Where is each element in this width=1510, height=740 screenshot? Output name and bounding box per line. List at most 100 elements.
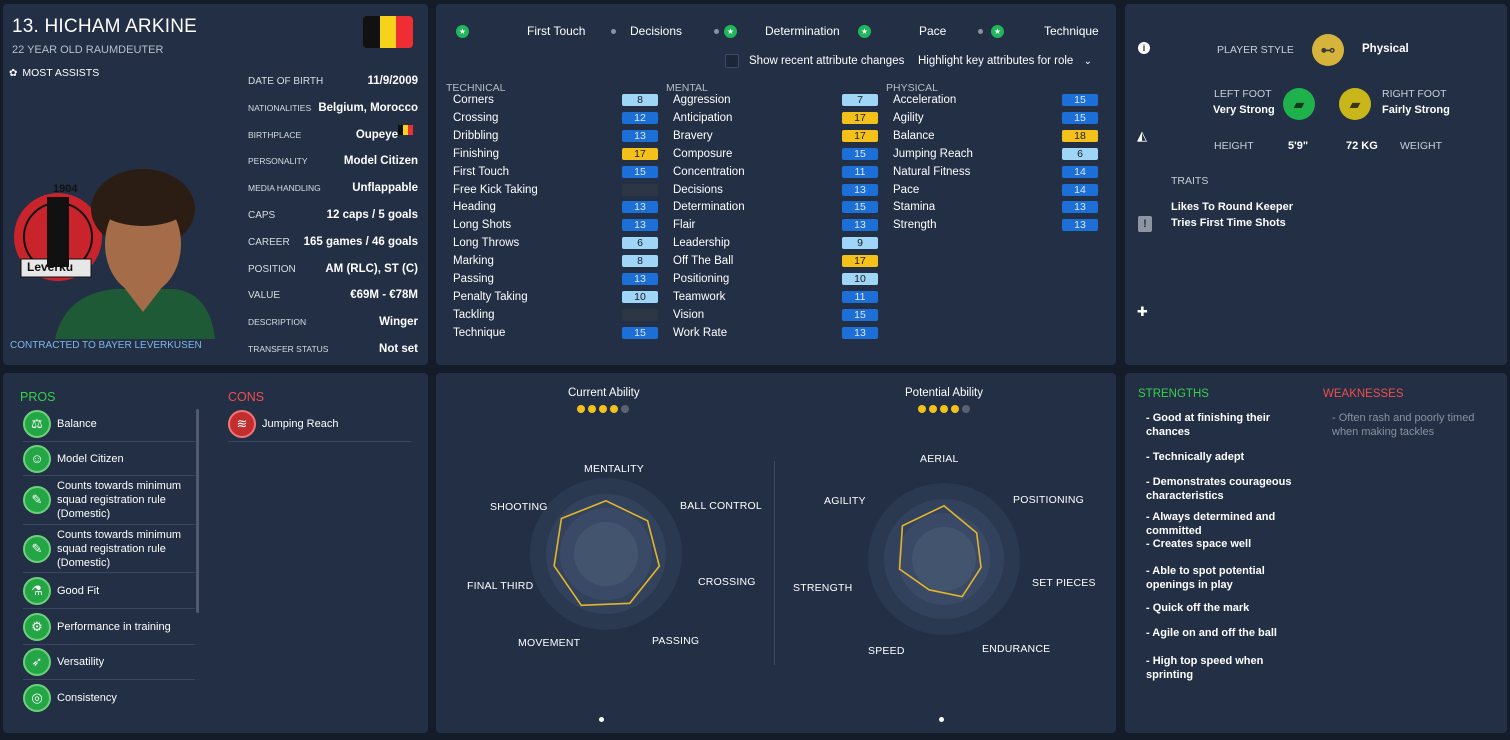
info-value: 11/9/2009 — [367, 75, 418, 87]
attribute-row[interactable]: Decisions 13 — [673, 181, 878, 199]
key-tab-first-touch[interactable]: ★ First Touch — [456, 24, 617, 38]
attribute-row[interactable]: Composure 15 — [673, 145, 878, 163]
attribute-row[interactable]: Pace 14 — [893, 181, 1098, 199]
potential-ability-label: Potential Ability — [905, 387, 983, 399]
info-value: Model Citizen — [343, 155, 418, 167]
attribute-value: 17 — [842, 111, 878, 124]
strength-item: - Demonstrates courageous characteristic… — [1146, 476, 1292, 502]
attribute-row[interactable]: Penalty Taking 10 — [453, 288, 658, 306]
attribute-row[interactable]: Finishing 17 — [453, 145, 658, 163]
info-key: CAPS — [248, 209, 276, 221]
assist-icon: ✿ — [9, 67, 18, 79]
pros-item-label: Counts towards minimum squad registratio… — [57, 528, 182, 569]
attribute-row[interactable]: Marking 8 — [453, 252, 658, 270]
highlight-role-dropdown[interactable]: Highlight key attributes for role ⌄ — [910, 51, 1100, 71]
jumping-reach-icon: ≋ — [228, 409, 256, 438]
registration-icon: ✎ — [23, 486, 51, 514]
attribute-name: Pace — [893, 183, 920, 196]
attribute-row[interactable]: Tackling 5 — [453, 306, 658, 324]
most-assists-label: MOST ASSISTS — [22, 67, 100, 79]
attribute-name: Heading — [453, 201, 496, 214]
attribute-row[interactable]: Long Shots 13 — [453, 216, 658, 234]
attribute-name: Passing — [453, 273, 494, 285]
foot-icon[interactable]: ◭ — [1137, 128, 1147, 143]
attribute-value: 10 — [842, 273, 878, 285]
attribute-row[interactable]: Jumping Reach 6 — [893, 145, 1098, 163]
attribute-value: 13 — [622, 129, 658, 142]
attribute-row[interactable]: Stamina 13 — [893, 198, 1098, 216]
radar-shape — [898, 504, 982, 598]
attribute-name: Decisions — [673, 183, 723, 196]
attribute-row[interactable]: Anticipation 17 — [673, 109, 878, 127]
strength-item: - Quick off the mark — [1146, 602, 1250, 614]
attribute-row[interactable]: Agility 15 — [893, 109, 1098, 127]
attribute-name: Crossing — [453, 111, 499, 124]
attribute-row[interactable]: Off The Ball 17 — [673, 252, 878, 270]
radar-divider — [774, 461, 775, 665]
radar-panel: Current Ability Potential Ability MENTAL… — [436, 373, 1116, 733]
dot-icon — [714, 28, 720, 34]
attribute-row[interactable]: Leadership 9 — [673, 234, 878, 252]
info-value: Unflappable — [352, 182, 418, 194]
attribute-row[interactable]: Vision 15 — [673, 306, 878, 324]
attribute-name: Strength — [893, 219, 937, 232]
pros-scrollbar[interactable] — [196, 409, 199, 613]
attribute-value: 10 — [622, 290, 658, 303]
attribute-name: Flair — [673, 219, 696, 232]
medical-icon[interactable]: ✚ — [1137, 304, 1148, 319]
trait-warning-icon[interactable]: ! — [1138, 216, 1152, 232]
weaknesses-label: WEAKNESSES — [1323, 388, 1404, 400]
attribute-value: 15 — [622, 326, 658, 339]
attribute-value: 9 — [842, 237, 878, 250]
info-value: Not set — [379, 343, 418, 355]
carousel-dot[interactable] — [939, 717, 944, 722]
key-tab-decisions[interactable]: Decisions — [630, 24, 720, 38]
attribute-name: Vision — [673, 308, 705, 321]
attribute-value: 13 — [622, 219, 658, 232]
attribute-row[interactable]: First Touch 15 — [453, 163, 658, 181]
strength-item: - Creates space well — [1146, 538, 1252, 550]
attribute-row[interactable]: Determination 15 — [673, 198, 878, 216]
head-icon: ☺ — [23, 444, 51, 473]
attribute-row[interactable]: Teamwork 11 — [673, 288, 878, 306]
attribute-row[interactable]: Work Rate 13 — [673, 324, 878, 342]
attribute-row[interactable]: Natural Fitness 14 — [893, 163, 1098, 181]
attribute-row[interactable]: Aggression 7 — [673, 91, 878, 109]
key-tab-technique[interactable]: ★ Technique — [991, 24, 1116, 38]
attribute-row[interactable]: Concentration 11 — [673, 163, 878, 181]
attribute-row[interactable]: Technique 15 — [453, 324, 658, 342]
radar-axis-label: POSITIONING — [1013, 494, 1085, 506]
attribute-row[interactable]: Bravery 17 — [673, 127, 878, 145]
attribute-value: 6 — [1062, 147, 1098, 160]
attribute-value: 5 — [622, 308, 658, 321]
player-style-panel: i ◭ ! ✚ PLAYER STYLE ⊷ Physical LEFT FOO… — [1125, 4, 1507, 365]
attribute-row[interactable]: Acceleration 15 — [893, 91, 1098, 109]
attribute-row[interactable]: Passing 13 — [453, 270, 658, 288]
attribute-row[interactable]: Corners 8 — [453, 91, 658, 109]
attribute-row[interactable]: Flair 13 — [673, 216, 878, 234]
club-badge: 1904 Leverku — [11, 179, 106, 299]
info-icon[interactable]: i — [1138, 42, 1150, 54]
ability-star — [929, 405, 937, 413]
attribute-row[interactable]: Strength 13 — [893, 216, 1098, 234]
attribute-value: 15 — [622, 165, 658, 178]
pros-item: ◎ Consistency — [23, 680, 195, 716]
attribute-row[interactable]: Free Kick Taking 4 — [453, 181, 658, 199]
attribute-row[interactable]: Crossing 12 — [453, 109, 658, 127]
recent-changes-toggle[interactable]: Show recent attribute changes — [725, 54, 904, 68]
attribute-name: Balance — [893, 129, 935, 142]
potential-ability-stars — [918, 405, 970, 413]
key-tab-pace[interactable]: ★ Pace — [858, 24, 984, 38]
recent-changes-checkbox[interactable] — [725, 54, 739, 68]
attribute-row[interactable]: Heading 13 — [453, 198, 658, 216]
attribute-name: Aggression — [673, 94, 731, 106]
attribute-row[interactable]: Dribbling 13 — [453, 127, 658, 145]
attribute-value: 15 — [1062, 94, 1098, 106]
key-tab-determination[interactable]: ★ Determination — [724, 24, 871, 38]
right-foot-value: Fairly Strong — [1382, 104, 1450, 116]
attribute-row[interactable]: Long Throws 6 — [453, 234, 658, 252]
attribute-row[interactable]: Positioning 10 — [673, 270, 878, 288]
attribute-row[interactable]: Balance 18 — [893, 127, 1098, 145]
carousel-dot[interactable] — [599, 717, 604, 722]
radar-axis-label: CROSSING — [698, 576, 756, 588]
